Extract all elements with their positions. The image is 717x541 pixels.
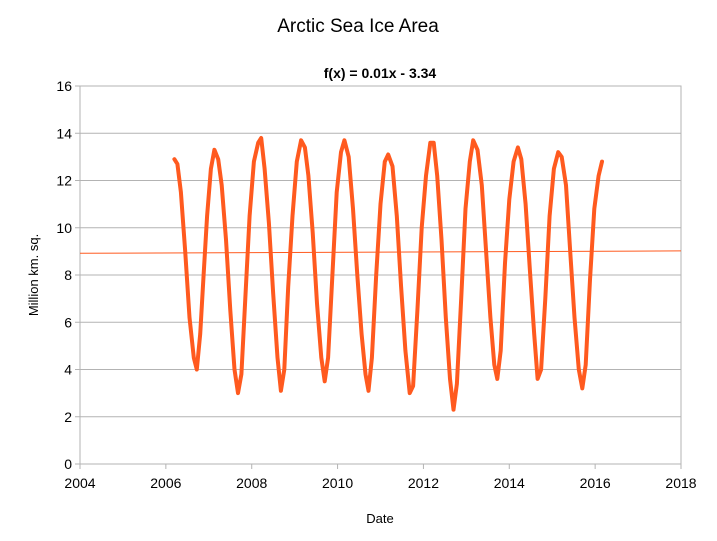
chart-title: Arctic Sea Ice Area [277,16,439,37]
x-tick-labels: 2004 2006 2008 2010 2012 2014 2016 2018 [64,464,697,491]
x-tick-label: 2014 [494,475,525,491]
series-layer [172,136,604,412]
x-tick-label: 2006 [150,475,181,491]
x-tick-label: 2004 [64,475,95,491]
y-tick-label: 4 [64,362,72,378]
y-tick-label: 10 [56,220,72,236]
x-tick-label: 2018 [665,475,696,491]
x-tick-label: 2016 [580,475,611,491]
y-tick-label: 6 [64,314,72,330]
y-tick-label: 12 [56,173,72,189]
y-axis-title: Million km. sq. [26,234,41,316]
y-tick-label: 14 [56,125,72,141]
x-tick-label: 2012 [408,475,439,491]
trendline-equation: f(x) = 0.01x - 3.34 [324,65,437,81]
x-tick-label: 2008 [236,475,267,491]
y-tick-label: 16 [56,78,72,94]
y-tick-labels: 0 2 4 6 8 10 12 14 16 [56,78,80,472]
y-tick-label: 8 [64,267,72,283]
y-tick-label: 0 [64,456,72,472]
x-tick-label: 2010 [322,475,353,491]
x-axis-title: Date [366,511,393,526]
trendline-layer [79,250,682,254]
y-tick-label: 2 [64,409,72,425]
series-line-sea-ice-area [172,136,604,412]
trendline [79,250,682,254]
